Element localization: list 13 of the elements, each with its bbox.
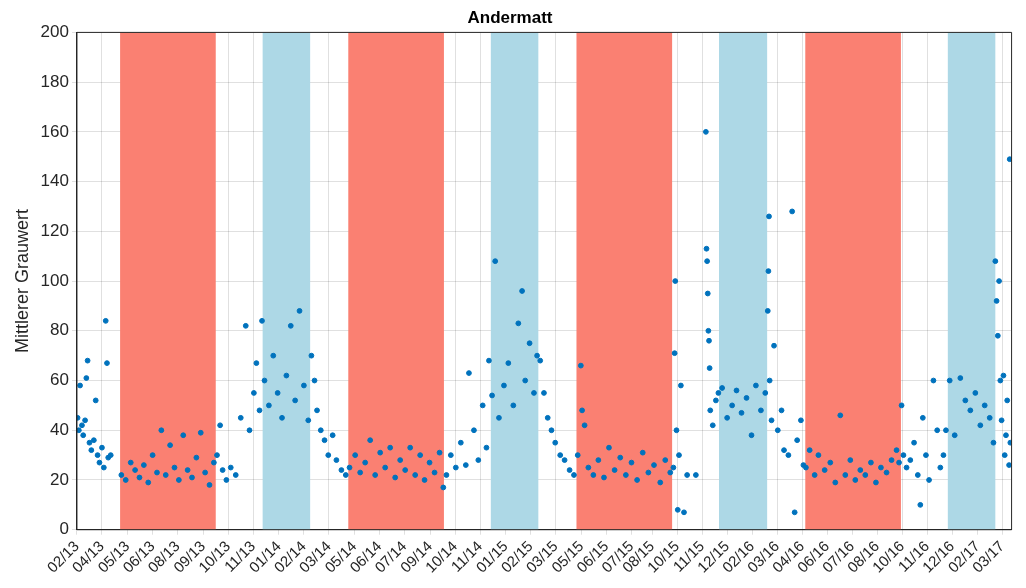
y-tick-label: 0 (59, 519, 69, 539)
y-tick-label: 160 (40, 121, 69, 141)
y-tick-label: 200 (40, 22, 69, 42)
y-tick-label: 40 (50, 419, 69, 439)
y-tick-label: 20 (50, 469, 69, 489)
y-tick-label: 120 (40, 221, 69, 241)
y-tick-label: 80 (50, 320, 69, 340)
chart-title: Andermatt (467, 7, 553, 27)
y-tick-label: 100 (40, 270, 69, 290)
y-tick-label: 60 (50, 370, 69, 390)
y-axis-title: Mittlerer Grauwert (11, 209, 32, 354)
y-tick-label: 180 (40, 71, 69, 91)
y-tick-label: 140 (40, 171, 69, 191)
